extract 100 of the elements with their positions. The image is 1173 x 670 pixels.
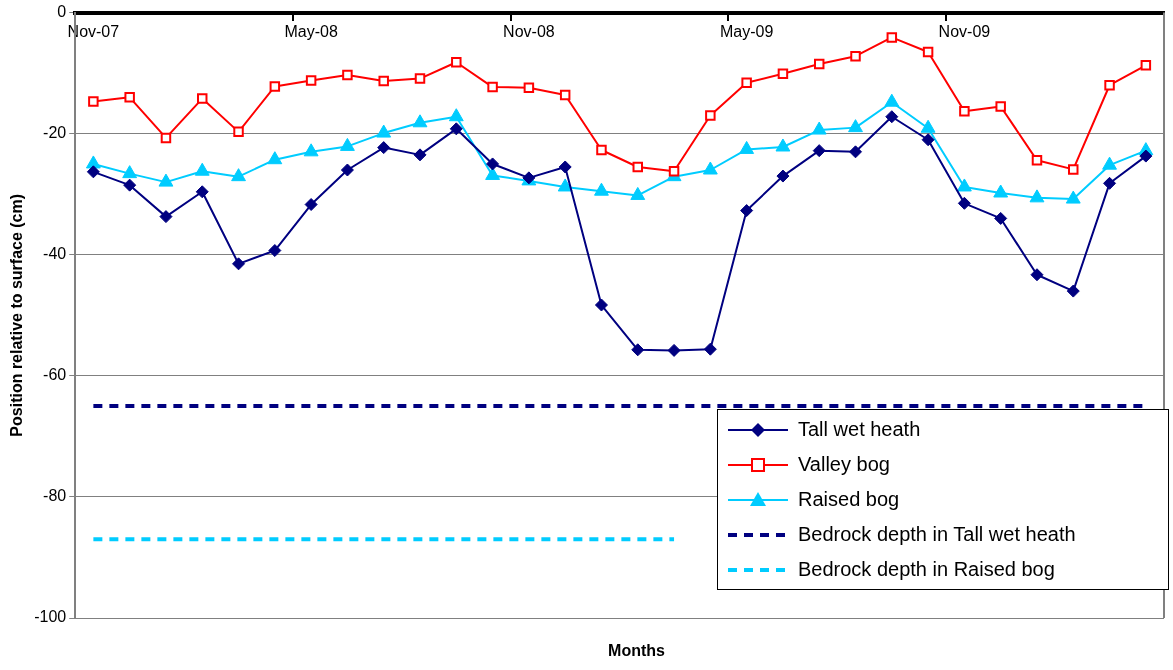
point — [1031, 155, 1043, 166]
point — [305, 75, 317, 86]
point — [124, 92, 135, 103]
point — [812, 144, 826, 158]
point — [1104, 80, 1115, 91]
point — [667, 343, 681, 357]
point — [741, 77, 752, 89]
point — [414, 73, 426, 84]
y-axis-title: Position relative to surface (cm) — [8, 193, 26, 437]
point — [451, 57, 462, 68]
point — [557, 178, 573, 192]
point — [959, 106, 970, 117]
point — [705, 110, 716, 121]
point — [1066, 284, 1080, 298]
point — [1102, 156, 1117, 170]
point — [995, 101, 1006, 112]
point — [194, 162, 210, 176]
point — [956, 178, 972, 192]
y-tick-label: -20 — [43, 124, 67, 142]
point — [160, 132, 172, 144]
x-tick-label: Nov-09 — [938, 22, 991, 40]
point — [668, 165, 680, 177]
x-axis-title: Months — [607, 642, 666, 660]
point — [957, 196, 971, 210]
point — [448, 108, 464, 122]
x-tick-label: Nov-07 — [67, 22, 120, 40]
point — [1065, 190, 1081, 204]
point — [1103, 176, 1117, 190]
legend-label: Valley bog — [798, 453, 890, 476]
point — [848, 119, 863, 133]
point — [486, 157, 500, 171]
point — [630, 186, 646, 200]
point — [413, 148, 427, 162]
point — [340, 163, 354, 177]
point — [158, 173, 174, 187]
point — [849, 145, 863, 159]
point — [1030, 268, 1044, 282]
point — [739, 140, 755, 154]
point — [1029, 189, 1045, 203]
point — [267, 151, 283, 165]
point — [159, 210, 173, 224]
point — [233, 126, 244, 138]
point — [884, 93, 900, 107]
point — [632, 161, 643, 173]
legend-label: Raised bog — [798, 488, 900, 511]
point — [376, 124, 392, 138]
legend-label: Bedrock depth in Tall wet heath — [798, 523, 1076, 546]
point — [197, 93, 208, 104]
y-tick-label: -40 — [43, 245, 67, 263]
point — [702, 161, 718, 175]
point — [1139, 149, 1153, 163]
point — [88, 96, 99, 107]
point — [885, 110, 899, 124]
point — [777, 68, 789, 79]
point — [378, 75, 389, 87]
x-tick-label: May-09 — [719, 22, 774, 40]
x-tick-label: Nov-08 — [503, 22, 555, 40]
y-tick-label: 0 — [57, 3, 67, 21]
point — [850, 50, 861, 62]
point — [303, 143, 319, 157]
point — [811, 121, 827, 135]
y-tick-label: -100 — [34, 608, 67, 626]
point — [195, 185, 209, 199]
point — [231, 168, 246, 182]
point — [559, 89, 571, 101]
point — [813, 58, 825, 70]
point — [1140, 60, 1152, 71]
point — [631, 343, 645, 357]
point — [304, 198, 318, 212]
point — [922, 46, 934, 58]
point — [523, 82, 535, 93]
point — [377, 141, 391, 155]
point — [269, 81, 281, 92]
point — [921, 133, 935, 147]
x-tick-label: May-08 — [284, 22, 338, 40]
y-tick-label: -60 — [43, 366, 67, 384]
point — [994, 211, 1008, 225]
point — [703, 342, 717, 356]
point — [920, 119, 936, 133]
point — [740, 204, 754, 218]
point — [596, 144, 607, 156]
point — [339, 137, 355, 151]
point — [1068, 164, 1079, 175]
point — [412, 114, 428, 128]
point — [776, 169, 790, 183]
point — [449, 122, 463, 136]
point — [86, 165, 100, 179]
point — [594, 298, 608, 312]
y-tick-label: -80 — [43, 487, 67, 505]
legend-label: Tall wet heath — [798, 418, 921, 441]
point — [123, 178, 137, 192]
point — [487, 81, 498, 93]
point — [775, 138, 791, 152]
legend-label: Bedrock depth in Raised bog — [798, 558, 1055, 581]
point — [268, 244, 282, 258]
point — [594, 182, 609, 196]
point — [993, 184, 1009, 198]
point — [558, 160, 572, 174]
point — [342, 69, 353, 81]
point — [485, 166, 501, 180]
